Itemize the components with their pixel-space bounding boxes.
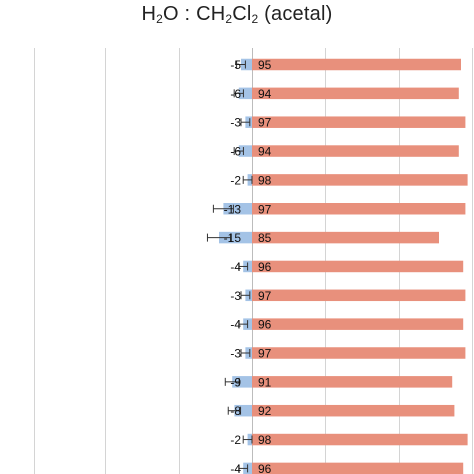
data-label-positive: 92 (258, 404, 272, 418)
bar-negative (232, 376, 252, 388)
data-label-negative: -6 (230, 87, 241, 101)
bar-positive (252, 145, 459, 157)
data-label-positive: 96 (258, 462, 272, 474)
bar-positive (252, 203, 466, 215)
data-label-positive: 98 (258, 433, 272, 447)
data-label-negative: -3 (230, 116, 241, 130)
data-label-positive: 97 (258, 289, 272, 303)
error-bar (240, 291, 251, 300)
data-label-positive: 95 (258, 58, 272, 72)
bar-positive (252, 87, 459, 100)
bar-positive (252, 433, 468, 446)
data-label-positive: 91 (258, 375, 272, 389)
chart-title: H2O : CH2Cl2 (acetal) (141, 3, 333, 26)
data-label-positive: 96 (258, 260, 272, 274)
data-label-negative: -4 (230, 318, 241, 332)
bar-positive (252, 58, 461, 71)
data-label-negative: -5 (230, 58, 241, 72)
error-bar (233, 147, 244, 156)
data-label-positive: 97 (258, 347, 272, 361)
data-label-negative: -4 (230, 260, 241, 274)
bar-negative (234, 404, 252, 417)
bars (206, 58, 468, 474)
bar-positive (252, 116, 466, 128)
error-bar (240, 349, 251, 357)
error-bar (236, 60, 246, 69)
data-label-positive: 85 (258, 231, 272, 245)
bar-positive (252, 318, 464, 330)
error-bar (238, 320, 249, 329)
bar-positive (252, 347, 466, 359)
error-bar (242, 175, 253, 184)
data-label-negative: -15 (224, 231, 242, 245)
error-bar (212, 204, 234, 213)
error-bar (233, 89, 244, 98)
error-bar (238, 262, 249, 271)
bar-negative (219, 231, 252, 244)
error-bar (206, 233, 232, 242)
bar-positive (252, 462, 464, 474)
bar-positive (252, 174, 468, 186)
bar-positive (252, 289, 466, 302)
data-label-negative: -8 (230, 404, 241, 418)
data-label-positive: 96 (258, 318, 272, 332)
bar-negative (238, 87, 252, 100)
data-label-positive: 97 (258, 116, 272, 130)
data-label-negative: -13 (224, 202, 242, 216)
data-label-negative: -9 (230, 375, 241, 389)
data-label-negative: -3 (230, 347, 241, 361)
error-bar (240, 118, 251, 127)
bar-negative (238, 145, 252, 157)
error-bar (242, 435, 253, 444)
data-label-negative: -4 (230, 462, 241, 474)
data-label-negative: -2 (230, 173, 241, 187)
data-label-positive: 98 (258, 173, 272, 187)
data-labels: 95 -5 94 -6 97 -3 94 -6 98 -2 97 -13 85 -15 96 -4 97 -3 96… (224, 58, 272, 474)
bar-negative (223, 203, 252, 215)
data-label-positive: 94 (258, 87, 272, 101)
bar-positive (252, 231, 439, 244)
error-bar (238, 464, 249, 473)
data-label-positive: 94 (258, 145, 272, 159)
data-label-negative: -3 (230, 289, 241, 303)
data-label-positive: 97 (258, 202, 272, 216)
error-bar (227, 406, 242, 415)
error-bar (224, 377, 240, 386)
bar-positive (252, 376, 453, 388)
data-label-negative: -2 (230, 433, 241, 447)
bar-negative (241, 58, 252, 71)
data-label-negative: -6 (230, 145, 241, 159)
bar-positive (252, 404, 455, 417)
bar-positive (252, 260, 464, 273)
